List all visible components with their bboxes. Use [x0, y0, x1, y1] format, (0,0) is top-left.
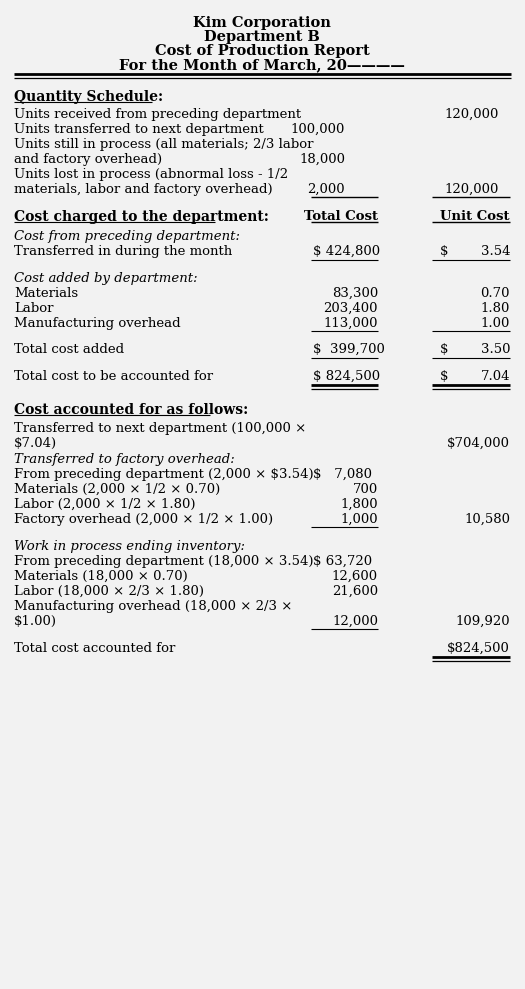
Text: Manufacturing overhead: Manufacturing overhead: [14, 317, 181, 330]
Text: 12,000: 12,000: [332, 615, 378, 628]
Text: Labor (18,000 × 2/3 × 1.80): Labor (18,000 × 2/3 × 1.80): [14, 585, 204, 598]
Text: 21,600: 21,600: [332, 585, 378, 598]
Text: $ 424,800: $ 424,800: [313, 245, 380, 258]
Text: and factory overhead): and factory overhead): [14, 153, 162, 166]
Text: 700: 700: [353, 483, 378, 496]
Text: Cost from preceding department:: Cost from preceding department:: [14, 230, 240, 243]
Text: Units still in process (all materials; 2/3 labor: Units still in process (all materials; 2…: [14, 138, 313, 151]
Text: From preceding department (2,000 × $3.54): From preceding department (2,000 × $3.54…: [14, 468, 313, 481]
Text: 203,400: 203,400: [323, 302, 378, 315]
Text: $ 824,500: $ 824,500: [313, 370, 380, 383]
Text: 2,000: 2,000: [307, 183, 345, 196]
Text: Labor (2,000 × 1/2 × 1.80): Labor (2,000 × 1/2 × 1.80): [14, 498, 195, 511]
Text: $: $: [440, 245, 448, 258]
Text: Transferred to next department (100,000 ×: Transferred to next department (100,000 …: [14, 422, 306, 435]
Text: Total cost to be accounted for: Total cost to be accounted for: [14, 370, 213, 383]
Text: Cost charged to the department:: Cost charged to the department:: [14, 210, 269, 224]
Text: 0.70: 0.70: [480, 287, 510, 300]
Text: 1,000: 1,000: [340, 513, 378, 526]
Text: Cost accounted for as follows:: Cost accounted for as follows:: [14, 403, 248, 417]
Text: Units received from preceding department: Units received from preceding department: [14, 108, 301, 121]
Text: 1,800: 1,800: [340, 498, 378, 511]
Text: Factory overhead (2,000 × 1/2 × 1.00): Factory overhead (2,000 × 1/2 × 1.00): [14, 513, 273, 526]
Text: $824,500: $824,500: [447, 642, 510, 655]
Text: Department B: Department B: [204, 30, 320, 44]
Text: $7.04): $7.04): [14, 437, 57, 450]
Text: 109,920: 109,920: [455, 615, 510, 628]
Text: Units transferred to next department: Units transferred to next department: [14, 123, 264, 136]
Text: Work in process ending inventory:: Work in process ending inventory:: [14, 540, 245, 553]
Text: 7.04: 7.04: [480, 370, 510, 383]
Text: $: $: [440, 343, 448, 356]
Text: 120,000: 120,000: [445, 108, 499, 121]
Text: 120,000: 120,000: [445, 183, 499, 196]
Text: Total cost added: Total cost added: [14, 343, 124, 356]
Text: 83,300: 83,300: [332, 287, 378, 300]
Text: Labor: Labor: [14, 302, 54, 315]
Text: Materials (18,000 × 0.70): Materials (18,000 × 0.70): [14, 570, 188, 583]
Text: From preceding department (18,000 × 3.54): From preceding department (18,000 × 3.54…: [14, 555, 313, 568]
Text: Cost of Production Report: Cost of Production Report: [155, 44, 370, 58]
Text: 113,000: 113,000: [323, 317, 378, 330]
Text: $1.00): $1.00): [14, 615, 57, 628]
Text: Cost added by department:: Cost added by department:: [14, 272, 197, 285]
Text: 18,000: 18,000: [299, 153, 345, 166]
Text: Total cost accounted for: Total cost accounted for: [14, 642, 175, 655]
Text: 1.80: 1.80: [480, 302, 510, 315]
Text: Quantity Schedule:: Quantity Schedule:: [14, 90, 163, 104]
Text: $  399,700: $ 399,700: [313, 343, 385, 356]
Text: Unit Cost: Unit Cost: [440, 210, 510, 223]
Text: $ 63,720: $ 63,720: [313, 555, 372, 568]
Text: $   7,080: $ 7,080: [313, 468, 372, 481]
Text: 1.00: 1.00: [480, 317, 510, 330]
Text: Kim Corporation: Kim Corporation: [193, 16, 331, 30]
Text: For the Month of March, 20————: For the Month of March, 20————: [119, 58, 405, 72]
Text: 3.54: 3.54: [480, 245, 510, 258]
Text: Transferred to factory overhead:: Transferred to factory overhead:: [14, 453, 235, 466]
Text: Total Cost: Total Cost: [304, 210, 378, 223]
Text: 3.50: 3.50: [480, 343, 510, 356]
Text: Manufacturing overhead (18,000 × 2/3 ×: Manufacturing overhead (18,000 × 2/3 ×: [14, 600, 292, 613]
Text: Units lost in process (abnormal loss - 1/2: Units lost in process (abnormal loss - 1…: [14, 168, 288, 181]
Text: Materials: Materials: [14, 287, 78, 300]
Text: $: $: [440, 370, 448, 383]
Text: Transferred in during the month: Transferred in during the month: [14, 245, 232, 258]
Text: 100,000: 100,000: [291, 123, 345, 136]
Text: 10,580: 10,580: [464, 513, 510, 526]
Text: 12,600: 12,600: [332, 570, 378, 583]
Text: materials, labor and factory overhead): materials, labor and factory overhead): [14, 183, 272, 196]
Text: Materials (2,000 × 1/2 × 0.70): Materials (2,000 × 1/2 × 0.70): [14, 483, 220, 496]
Text: $704,000: $704,000: [447, 437, 510, 450]
